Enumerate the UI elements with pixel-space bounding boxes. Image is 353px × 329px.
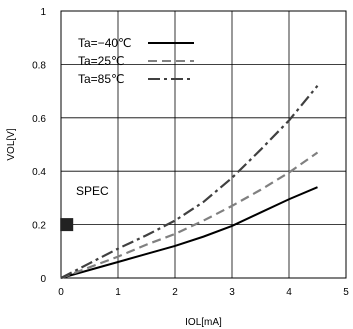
legend: Ta=−40℃ Ta=25℃ Ta=85℃ <box>78 36 194 86</box>
plot-frame <box>61 11 346 278</box>
spec-label: SPEC <box>76 184 109 198</box>
series-layer <box>61 86 318 278</box>
x-tick-label: 3 <box>229 287 235 298</box>
x-tick-labels: 0 1 2 3 4 5 <box>58 287 349 298</box>
series-line-1 <box>61 187 318 278</box>
annotations: SPEC <box>60 184 109 231</box>
legend-label: Ta=85℃ <box>78 72 125 86</box>
legend-label: Ta=−40℃ <box>78 36 132 50</box>
y-tick-label: 0.2 <box>32 221 46 232</box>
y-tick-label: 0.8 <box>32 60 46 71</box>
grid-lines <box>61 11 346 278</box>
x-tick-label: 4 <box>286 287 292 298</box>
y-axis-label: VOL[V] <box>6 128 17 160</box>
y-tick-labels: 0 0.2 0.4 0.6 0.8 1 <box>32 7 46 285</box>
spec-marker <box>60 218 73 231</box>
x-tick-label: 1 <box>115 287 121 298</box>
x-tick-label: 2 <box>172 287 178 298</box>
legend-label: Ta=25℃ <box>78 54 125 68</box>
x-tick-label: 5 <box>343 287 349 298</box>
x-axis-label: IOL[mA] <box>185 317 222 328</box>
series-line-3 <box>61 86 318 278</box>
y-tick-label: 0.4 <box>32 167 46 178</box>
y-tick-label: 0.6 <box>32 114 46 125</box>
y-tick-label: 1 <box>40 7 46 18</box>
x-tick-label: 0 <box>58 287 64 298</box>
y-tick-label: 0 <box>40 274 46 285</box>
